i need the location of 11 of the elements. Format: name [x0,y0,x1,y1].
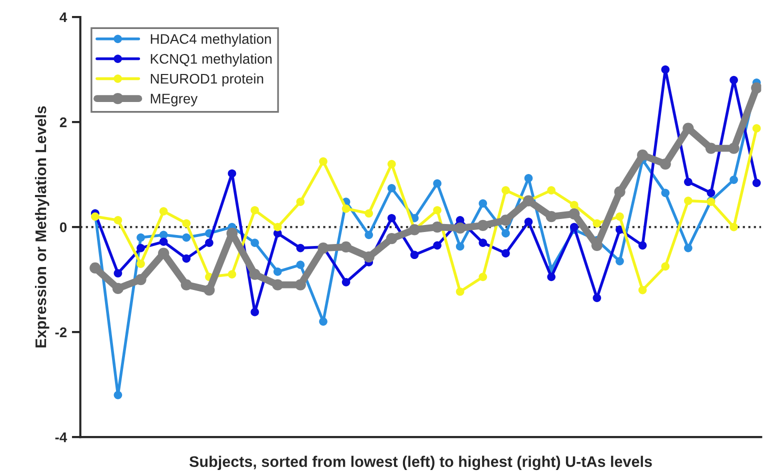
y-tick-label: 0 [60,222,67,232]
legend-label: NEUROD1 protein [150,73,264,86]
legend-label: KCNQ1 methylation [150,54,272,67]
x-axis-title: Subjects, sorted from lowest (left) to highest (right) U-tAs levels [189,456,652,470]
legend-label: HDAC4 methylation [150,34,271,47]
legend-label: MEgrey [150,94,198,106]
y-tick-label: -4 [55,432,68,442]
y-tick-label: 2 [60,117,67,128]
y-tick-label: 4 [60,12,68,22]
y-axis-title: Expression or Methylation Levels [34,106,50,348]
y-tick-label: -2 [55,327,67,338]
